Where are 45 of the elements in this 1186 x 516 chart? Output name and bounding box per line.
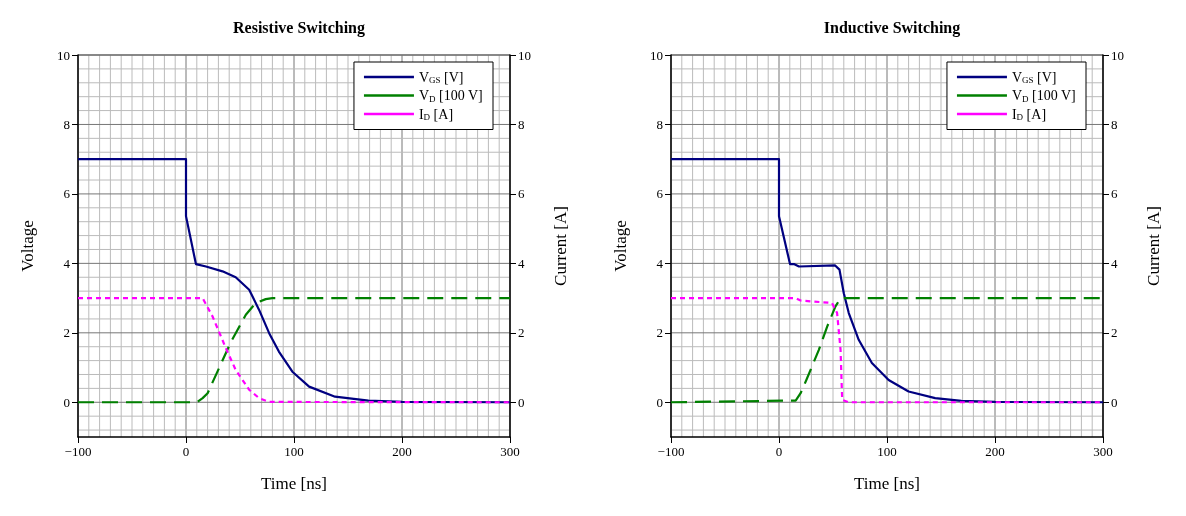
y-tick-label: 2 (63, 325, 70, 341)
y2-tick-label: 0 (518, 394, 525, 410)
x-tick-label: −100 (657, 444, 685, 459)
y2-tick-label: 6 (518, 186, 525, 202)
y2-axis-title: Current [A] (551, 206, 570, 286)
y-axis-title: Voltage (18, 220, 37, 272)
line-series (76, 296, 512, 404)
y-tick-label: 4 (63, 255, 71, 271)
x-tick-label: 200 (392, 444, 412, 459)
x-tick-label: 300 (500, 444, 520, 459)
line-series (76, 158, 512, 404)
y2-tick-label: 0 (1111, 394, 1118, 410)
x-tick-label: −100 (64, 444, 92, 459)
y2-tick-label: 2 (1111, 325, 1118, 341)
y-tick-label: 8 (63, 116, 70, 132)
y-tick-label: 6 (63, 186, 71, 202)
line-series (669, 158, 1105, 404)
x-tick-label: 0 (182, 444, 190, 459)
chart-title: Inductive Switching (823, 18, 961, 37)
x-tick-label: 200 (985, 444, 1005, 459)
x-axis-title: Time [ns] (854, 474, 920, 493)
x-tick-label: 100 (877, 444, 897, 459)
x-tick-label: 100 (284, 444, 304, 459)
y2-tick-label: 8 (518, 116, 525, 132)
x-tick-label: 300 (1093, 444, 1113, 459)
y-tick-label: 6 (656, 186, 664, 202)
chart-title: Resistive Switching (233, 18, 365, 37)
x-tick-label: 0 (775, 444, 783, 459)
y2-tick-label: 4 (1111, 255, 1118, 271)
y-axis-title: Voltage (611, 220, 630, 272)
y2-axis-title: Current [A] (1144, 206, 1163, 286)
y-tick-label: 4 (656, 255, 664, 271)
x-axis-title: Time [ns] (261, 474, 327, 493)
y-tick-label: 0 (63, 394, 70, 410)
y2-tick-label: 8 (1111, 116, 1118, 132)
y-tick-label: 10 (650, 47, 663, 63)
y2-tick-label: 10 (518, 47, 531, 63)
y2-tick-label: 10 (1111, 47, 1124, 63)
y2-tick-label: 4 (518, 255, 525, 271)
y2-tick-label: 6 (1111, 186, 1118, 202)
y-tick-label: 10 (57, 47, 70, 63)
y-tick-label: 2 (656, 325, 663, 341)
y-tick-label: 8 (656, 116, 663, 132)
y-tick-label: 0 (656, 394, 663, 410)
y2-tick-label: 2 (518, 325, 525, 341)
